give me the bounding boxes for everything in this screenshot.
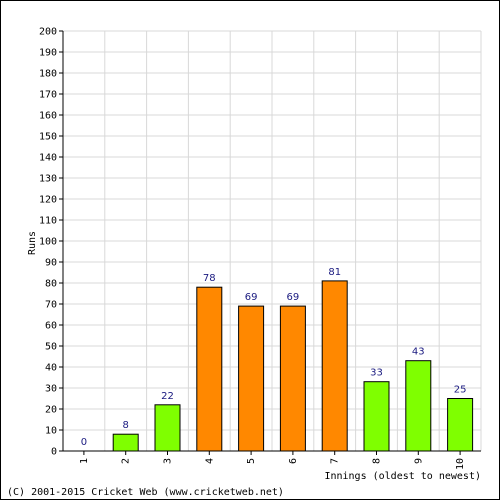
bar-value-label: 81: [328, 267, 341, 278]
x-tick-label: 3: [163, 458, 174, 464]
bar-value-label: 69: [245, 292, 258, 303]
y-tick-label: 10: [45, 426, 57, 437]
bar-value-label: 0: [81, 437, 87, 448]
x-tick-label: 2: [121, 458, 132, 464]
x-tick-label: 8: [372, 458, 383, 464]
bar-innings-10: [447, 398, 474, 452]
bar-value-label: 22: [161, 391, 174, 402]
y-tick-label: 170: [39, 90, 57, 101]
x-tick-label: 7: [330, 458, 341, 464]
bar-innings-2: [112, 433, 139, 452]
bar-innings-9: [405, 360, 432, 452]
y-tick-label: 200: [39, 27, 57, 38]
bar-innings-8: [363, 381, 390, 452]
y-tick-label: 180: [39, 69, 57, 80]
labels: 0102030405060708090100110120130140150160…: [39, 27, 467, 471]
y-tick-label: 30: [45, 384, 57, 395]
bar-value-label: 69: [287, 292, 300, 303]
bar-value-label: 78: [203, 273, 216, 284]
y-tick-label: 40: [45, 363, 57, 374]
y-tick-label: 190: [39, 48, 57, 59]
bar-innings-6: [279, 305, 306, 452]
x-tick-label: 1: [79, 458, 90, 464]
y-tick-label: 150: [39, 132, 57, 143]
y-tick-label: 110: [39, 216, 57, 227]
y-tick-label: 0: [51, 447, 57, 458]
grid-lines: [62, 30, 482, 451]
y-tick-label: 100: [39, 237, 57, 248]
y-axis-title: Runs: [27, 231, 38, 255]
x-tick-label: 5: [246, 458, 257, 464]
bars: [112, 280, 474, 452]
x-tick-label: 6: [288, 458, 299, 464]
y-tick-label: 50: [45, 342, 57, 353]
bar-innings-5: [238, 305, 265, 452]
bar-innings-7: [321, 280, 348, 452]
y-tick-label: 90: [45, 258, 57, 269]
x-tick-label: 9: [413, 458, 424, 464]
axes: [59, 30, 481, 455]
copyright-footer: (C) 2001-2015 Cricket Web (www.cricketwe…: [7, 487, 284, 498]
bar-value-label: 8: [123, 420, 129, 431]
y-tick-label: 130: [39, 174, 57, 185]
y-tick-label: 80: [45, 279, 57, 290]
bar-value-label: 43: [412, 347, 425, 358]
y-tick-label: 120: [39, 195, 57, 206]
bar-value-label: 25: [454, 385, 467, 396]
y-tick-label: 160: [39, 111, 57, 122]
bar-value-label: 33: [370, 368, 383, 379]
bar-innings-4: [196, 286, 223, 452]
y-tick-label: 140: [39, 153, 57, 164]
y-tick-label: 60: [45, 321, 57, 332]
bar-innings-3: [154, 404, 181, 452]
x-tick-label: 10: [455, 458, 466, 470]
x-tick-label: 4: [204, 458, 215, 464]
y-tick-label: 20: [45, 405, 57, 416]
y-tick-label: 70: [45, 300, 57, 311]
x-axis-title: Innings (oldest to newest): [324, 471, 481, 482]
